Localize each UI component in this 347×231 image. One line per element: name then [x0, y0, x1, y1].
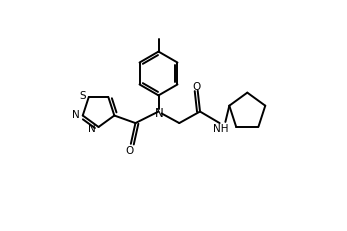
- Text: NH: NH: [213, 124, 229, 134]
- Text: N: N: [88, 124, 96, 134]
- Text: S: S: [79, 91, 86, 101]
- Text: N: N: [155, 106, 163, 119]
- Text: O: O: [126, 145, 134, 155]
- Text: N: N: [73, 109, 80, 119]
- Text: O: O: [193, 81, 201, 91]
